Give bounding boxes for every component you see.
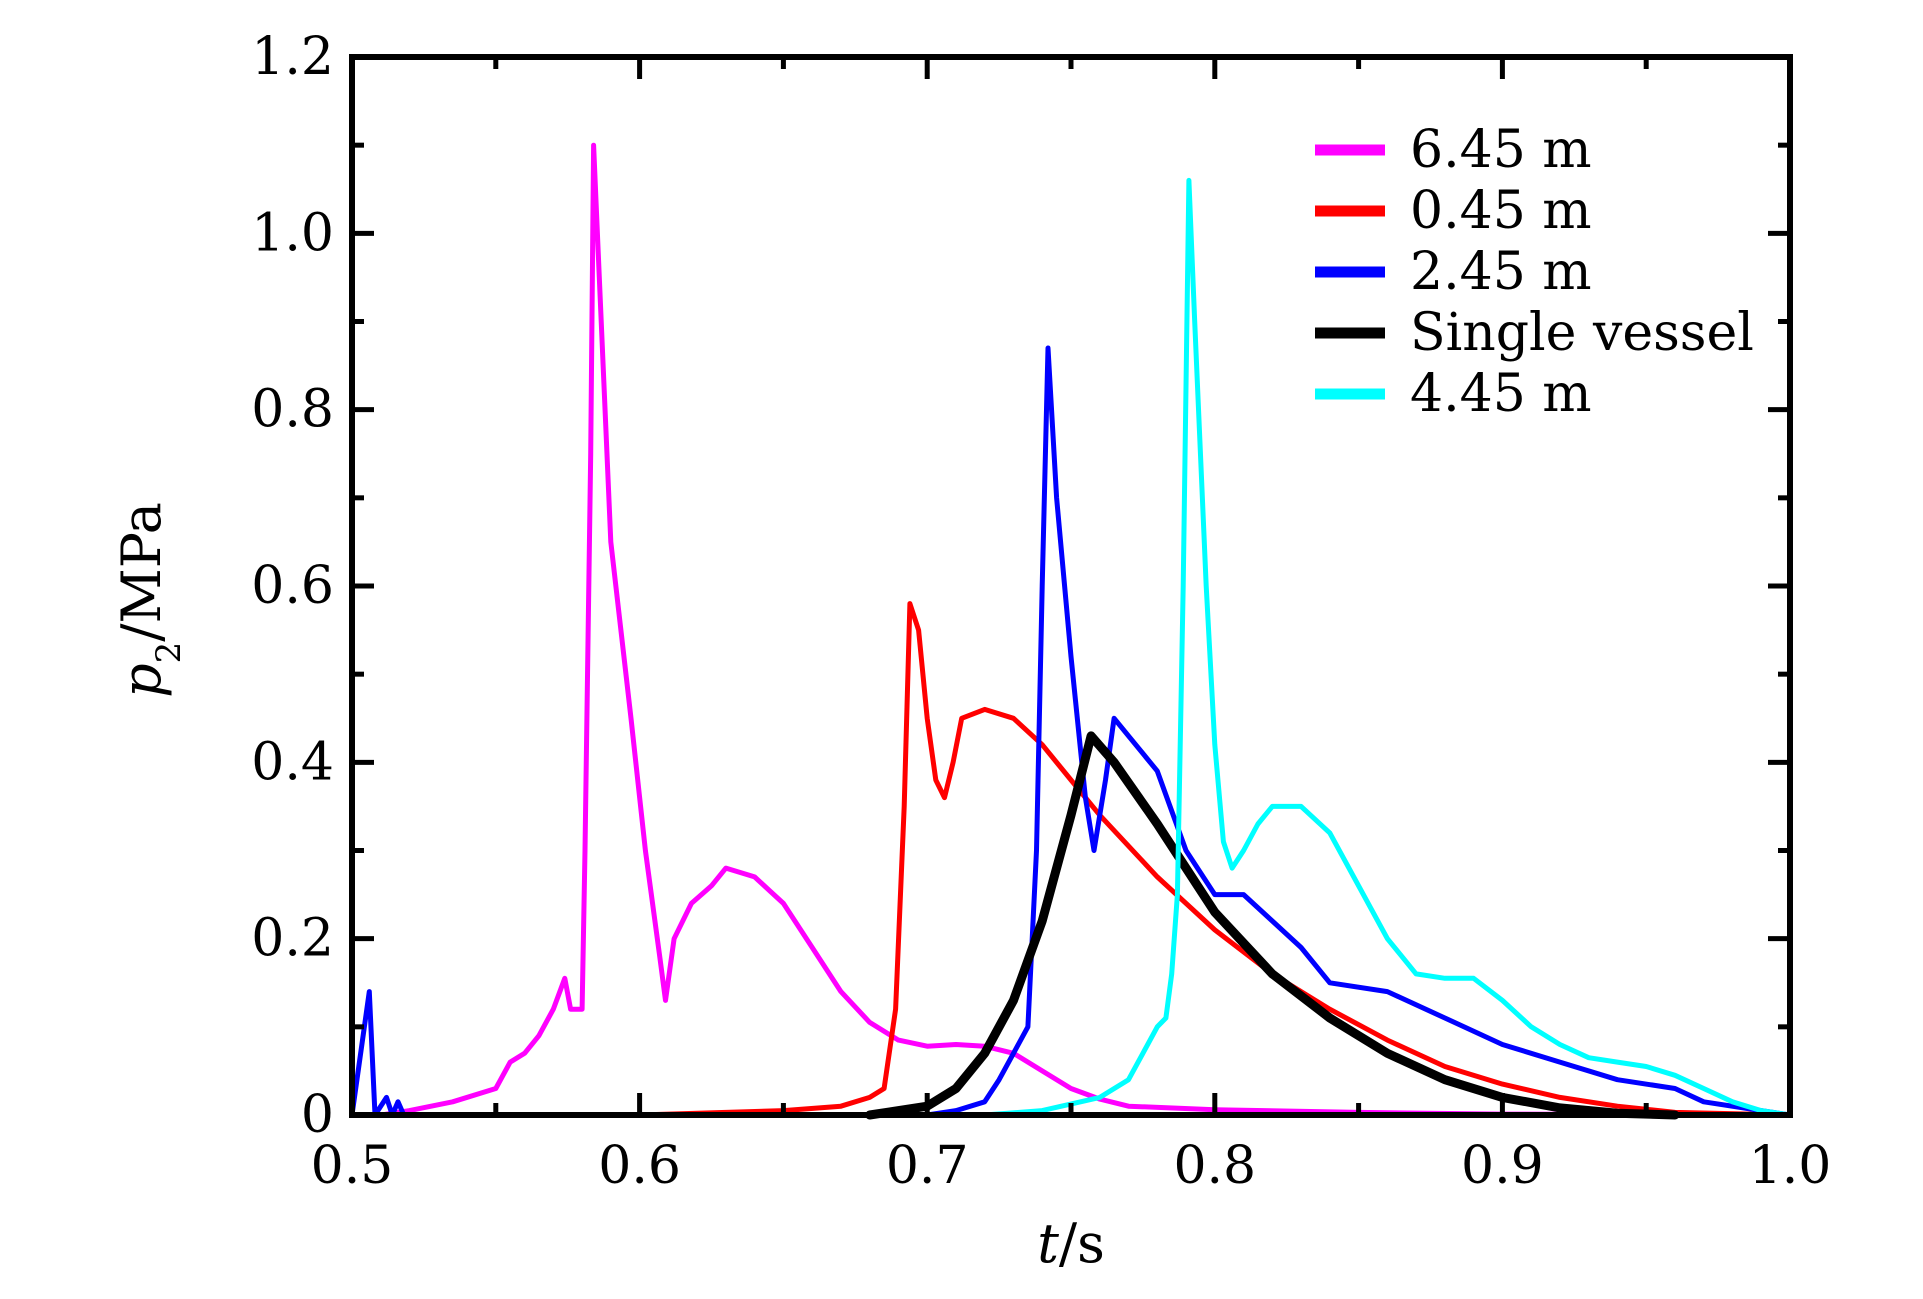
- legend-label-3: 2.45 m: [1410, 242, 1592, 302]
- y-axis-title-unit: /MPa: [110, 502, 173, 642]
- series-line-4: [865, 731, 1680, 1120]
- x-tick-label: 0.6: [598, 1136, 681, 1196]
- y-axis-title-variable: p: [110, 663, 173, 698]
- x-tick-label: 0.5: [311, 1136, 394, 1196]
- x-tick-label: 0.9: [1461, 1136, 1544, 1196]
- legend-label-2: 0.45 m: [1410, 181, 1592, 241]
- y-tick-label: 1.2: [251, 27, 334, 87]
- axes-layer: 0.5 0.6 0.7 0.8 0.9 1.0 0 0.2 0.4 0.6 0.8 1.0 1.2: [251, 27, 1831, 1196]
- x-tick-label: 1.0: [1749, 1136, 1832, 1196]
- legend-label-1: 6.45 m: [1410, 120, 1592, 180]
- legend-label-5: 4.45 m: [1410, 364, 1592, 424]
- y-tick-label: 0.4: [251, 732, 334, 792]
- x-axis-title-variable: t: [1037, 1212, 1059, 1275]
- x-axis-title: t/s: [1037, 1212, 1105, 1275]
- x-tick-label: 0.8: [1173, 1136, 1256, 1196]
- y-tick-label: 0: [301, 1085, 334, 1145]
- x-axis-title-unit: /s: [1059, 1212, 1105, 1275]
- y-tick-label: 0.8: [251, 380, 334, 440]
- y-axis-title: p2/MPa: [110, 502, 189, 698]
- legend-label-4: Single vessel: [1410, 303, 1754, 363]
- y-tick-label: 1.0: [251, 203, 334, 263]
- series-line-2: [637, 601, 1793, 1118]
- series-line-1: [378, 142, 1793, 1118]
- y-tick-label: 0.2: [251, 909, 334, 969]
- series-line-5: [982, 177, 1793, 1118]
- x-tick-label: 0.7: [886, 1136, 969, 1196]
- y-axis-title-subscript: 2: [149, 642, 189, 664]
- y-tick-label: 0.6: [251, 556, 334, 616]
